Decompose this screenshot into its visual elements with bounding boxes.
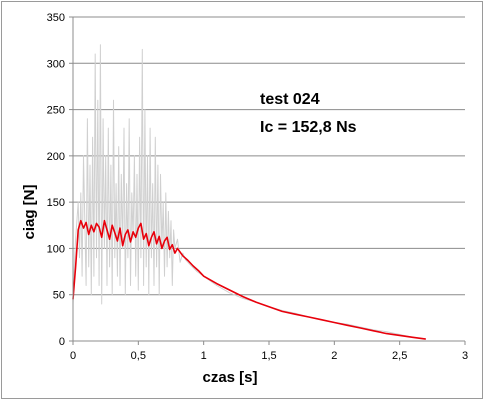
x-tick-label: 3 [462, 350, 468, 362]
x-tick-label: 2,5 [392, 350, 407, 362]
plot-area [72, 44, 426, 340]
annotation-test-id: test 024 [260, 91, 320, 108]
x-tick-label: 0,5 [131, 350, 146, 362]
y-tick-label: 350 [47, 12, 65, 24]
y-tick-label: 150 [47, 197, 65, 209]
y-tick-label: 0 [59, 336, 65, 348]
grid-lines [73, 16, 465, 296]
y-tick-label: 250 [47, 105, 65, 117]
y-tick-label: 200 [47, 151, 65, 163]
y-axis-title: ciag [N] [21, 184, 38, 239]
y-tick-label: 100 [47, 243, 65, 255]
y-tick-label: 300 [47, 58, 65, 70]
x-axis-title: czas [s] [202, 369, 257, 386]
x-tick-label: 0 [70, 350, 76, 362]
annotation-impulse: Ic = 152,8 Ns [260, 119, 357, 136]
y-tick-labels: 0 50 100 150 200 250 300 350 [47, 12, 65, 348]
x-tick-label: 1,5 [261, 350, 276, 362]
smoothed-thrust-series-line [72, 219, 426, 340]
axes [69, 16, 466, 345]
x-tick-label: 2 [331, 350, 337, 362]
y-tick-label: 50 [53, 290, 65, 302]
x-tick-label: 1 [201, 350, 207, 362]
x-tick-labels: 0 0,5 1 1,5 2 2,5 3 [70, 350, 468, 362]
